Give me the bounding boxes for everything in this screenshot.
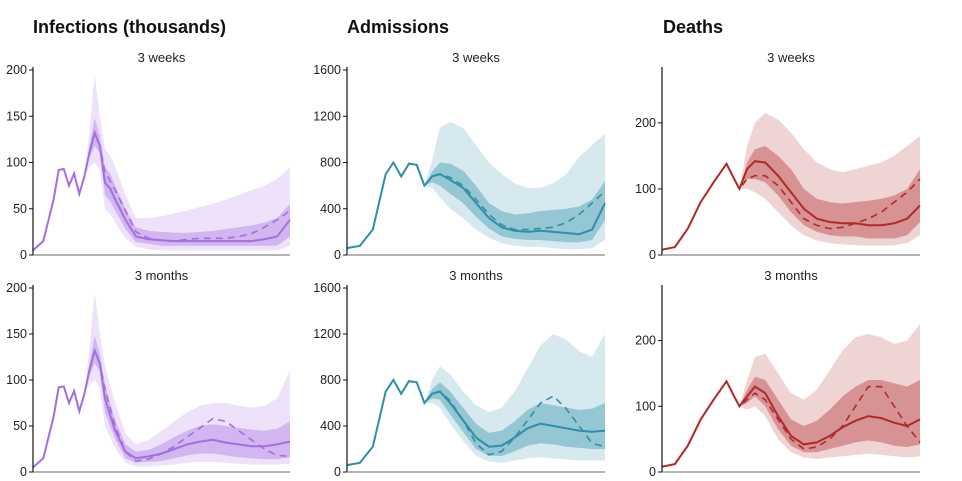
y-tick-label: 0 (649, 465, 656, 479)
panel-subtitle: 3 weeks (452, 50, 500, 65)
panel-subtitle: 3 months (449, 268, 503, 283)
y-tick-label: 0 (334, 465, 341, 479)
panel-subtitle: 3 months (764, 268, 818, 283)
band-outer (662, 112, 920, 250)
y-tick-label: 1600 (313, 63, 341, 77)
y-tick-label: 0 (20, 465, 27, 479)
y-tick-label: 100 (6, 373, 27, 387)
observed-line (661, 162, 921, 251)
observed-line (661, 379, 921, 468)
column-title-admissions: Admissions (347, 17, 450, 37)
y-tick-label: 150 (6, 327, 27, 341)
y-tick-label: 400 (320, 202, 341, 216)
y-tick-label: 800 (320, 156, 341, 170)
panel-subtitle: 3 months (135, 268, 189, 283)
band-inner (662, 376, 920, 467)
band-inner (33, 118, 290, 251)
y-tick-label: 100 (6, 156, 27, 170)
y-tick-label: 400 (320, 419, 341, 433)
band-outer (33, 74, 290, 251)
median-line (346, 378, 606, 467)
band-inner (347, 380, 605, 466)
y-tick-label: 150 (6, 109, 27, 123)
panel-deaths-3m: 0 100 200 3 months (635, 268, 921, 479)
panel-subtitle: 3 weeks (767, 50, 815, 65)
panel-admissions-3m: 0 400 800 1200 1600 3 months (313, 268, 606, 479)
band-inner (347, 162, 605, 249)
band-outer (33, 292, 290, 468)
median-line (346, 160, 606, 250)
column-title-deaths: Deaths (663, 17, 724, 37)
column-title-infections: Infections (thousands) (33, 17, 226, 37)
y-tick-label: 200 (6, 281, 27, 295)
y-tick-label: 50 (13, 202, 27, 216)
band-outer (347, 122, 605, 250)
panel-infections-3w: 0 50 100 150 200 3 weeks (6, 50, 291, 262)
y-tick-label: 0 (334, 248, 341, 262)
y-tick-label: 50 (13, 419, 27, 433)
panel-deaths-3w: 0 100 200 3 weeks (635, 50, 921, 262)
band-inner (33, 335, 290, 468)
observed-line (32, 130, 291, 251)
y-tick-label: 200 (635, 334, 656, 348)
median-line (661, 160, 921, 251)
y-tick-label: 200 (635, 116, 656, 130)
panel-subtitle: 3 weeks (138, 50, 186, 65)
y-tick-label: 800 (320, 373, 341, 387)
y-tick-label: 0 (20, 248, 27, 262)
y-tick-label: 1600 (313, 281, 341, 295)
median-line (32, 129, 291, 252)
observed-line (32, 348, 291, 468)
band-outer (662, 324, 920, 467)
y-tick-label: 1200 (313, 327, 341, 341)
median-line (661, 379, 921, 468)
y-tick-label: 100 (635, 182, 656, 196)
panel-admissions-3w: 0 400 800 1200 1600 3 weeks (313, 50, 606, 262)
y-tick-label: 200 (6, 63, 27, 77)
median-line (32, 347, 291, 469)
band-outer (347, 334, 605, 466)
y-tick-label: 100 (635, 399, 656, 413)
y-tick-label: 1200 (313, 109, 341, 123)
panel-infections-3m: 0 50 100 150 200 3 months (6, 268, 291, 479)
y-tick-label: 0 (649, 248, 656, 262)
